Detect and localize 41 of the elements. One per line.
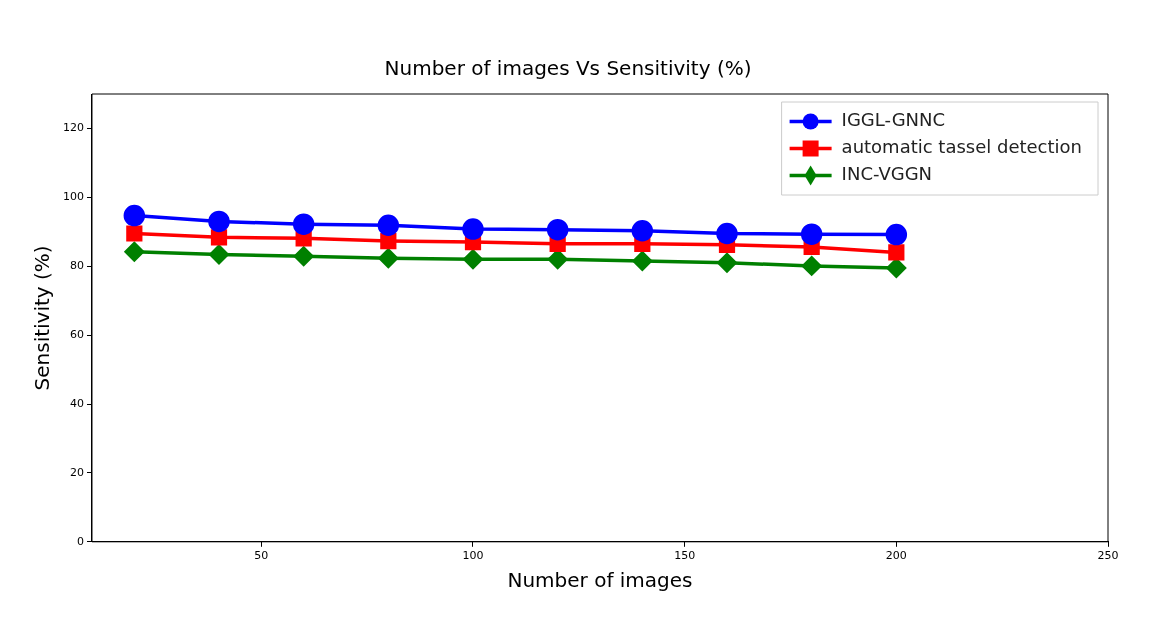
legend-label: automatic tassel detection [841,136,1083,158]
point [885,223,908,246]
point [547,249,568,270]
y-tick-label: 40 [70,396,84,410]
x-axis-title: Number of images [507,568,693,593]
point [293,246,314,266]
x-tick-label: 100 [462,549,484,563]
point [123,204,146,227]
point [463,249,483,270]
point [716,222,738,245]
point [462,218,484,240]
point [209,244,229,265]
point [378,248,399,269]
point [126,225,143,242]
y-tick-label: 60 [70,327,84,341]
y-tick-label: 0 [77,534,84,548]
x-tick-label: 200 [885,549,907,563]
point [632,251,653,271]
chart-title: Number of images Vs Sensitivity (%) [384,56,752,81]
point [124,242,145,262]
x-tick-label: 50 [254,549,269,563]
legend-label: IGGL-GNNC [841,109,946,131]
point [886,258,907,278]
point [888,244,905,261]
point [292,213,315,235]
y-tick-label: 120 [63,121,84,135]
point [717,253,737,273]
legend-label: INC-VGGN [841,163,933,185]
point [377,214,400,236]
x-tick-label: 150 [674,549,696,563]
y-tick-label: 100 [63,190,84,204]
y-axis-title: Sensitivity (%) [30,245,55,391]
point [208,210,230,233]
point [800,223,823,245]
point [801,256,822,276]
y-tick-label: 80 [70,259,84,273]
point [546,218,569,241]
y-tick-label: 20 [70,465,84,479]
point [631,220,654,242]
x-tick-label: 250 [1097,549,1119,563]
point [380,232,397,250]
